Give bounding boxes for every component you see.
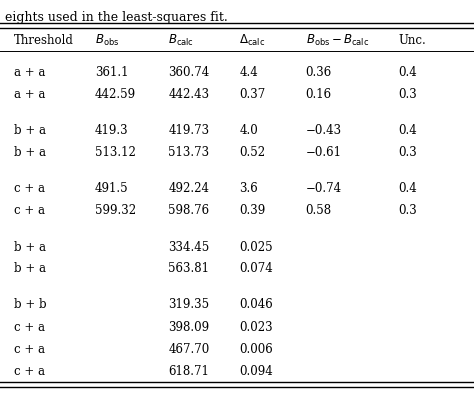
Text: 419.3: 419.3 (95, 124, 128, 137)
Text: 491.5: 491.5 (95, 183, 128, 196)
Text: 0.074: 0.074 (239, 262, 273, 276)
Text: $B_{\mathrm{obs}}$: $B_{\mathrm{obs}}$ (95, 32, 119, 47)
Text: 0.3: 0.3 (398, 204, 417, 217)
Text: 513.73: 513.73 (168, 147, 210, 160)
Text: 492.24: 492.24 (168, 183, 209, 196)
Text: Unc.: Unc. (398, 34, 426, 47)
Text: $\Delta_{\mathrm{calc}}$: $\Delta_{\mathrm{calc}}$ (239, 32, 265, 47)
Text: 0.4: 0.4 (398, 67, 417, 80)
Text: 0.4: 0.4 (398, 183, 417, 196)
Text: 419.73: 419.73 (168, 124, 210, 137)
Text: c + a: c + a (14, 365, 45, 378)
Text: 4.4: 4.4 (239, 67, 258, 80)
Text: 599.32: 599.32 (95, 204, 136, 217)
Text: 618.71: 618.71 (168, 365, 209, 378)
Text: b + a: b + a (14, 262, 46, 276)
Text: 0.023: 0.023 (239, 321, 273, 334)
Text: 334.45: 334.45 (168, 241, 210, 253)
Text: Threshold: Threshold (14, 34, 74, 47)
Text: b + b: b + b (14, 298, 47, 311)
Text: 513.12: 513.12 (95, 147, 136, 160)
Text: 0.37: 0.37 (239, 88, 265, 101)
Text: −0.74: −0.74 (306, 183, 342, 196)
Text: b + a: b + a (14, 124, 46, 137)
Text: 0.3: 0.3 (398, 88, 417, 101)
Text: 563.81: 563.81 (168, 262, 209, 276)
Text: 0.58: 0.58 (306, 204, 332, 217)
Text: 360.74: 360.74 (168, 67, 210, 80)
Text: 0.006: 0.006 (239, 342, 273, 355)
Text: 598.76: 598.76 (168, 204, 210, 217)
Text: 0.36: 0.36 (306, 67, 332, 80)
Text: 0.094: 0.094 (239, 365, 273, 378)
Text: 0.025: 0.025 (239, 241, 273, 253)
Text: b + a: b + a (14, 241, 46, 253)
Text: c + a: c + a (14, 321, 45, 334)
Text: c + a: c + a (14, 342, 45, 355)
Text: a + a: a + a (14, 67, 46, 80)
Text: 442.43: 442.43 (168, 88, 210, 101)
Text: 3.6: 3.6 (239, 183, 258, 196)
Text: 442.59: 442.59 (95, 88, 136, 101)
Text: 4.0: 4.0 (239, 124, 258, 137)
Text: 319.35: 319.35 (168, 298, 210, 311)
Text: 0.16: 0.16 (306, 88, 332, 101)
Text: c + a: c + a (14, 183, 45, 196)
Text: −0.61: −0.61 (306, 147, 342, 160)
Text: 467.70: 467.70 (168, 342, 210, 355)
Text: 361.1: 361.1 (95, 67, 128, 80)
Text: 398.09: 398.09 (168, 321, 210, 334)
Text: $B_{\mathrm{calc}}$: $B_{\mathrm{calc}}$ (168, 32, 194, 47)
Text: 0.52: 0.52 (239, 147, 265, 160)
Text: eights used in the least-squares fit.: eights used in the least-squares fit. (5, 11, 228, 24)
Text: $B_{\mathrm{obs}}-B_{\mathrm{calc}}$: $B_{\mathrm{obs}}-B_{\mathrm{calc}}$ (306, 32, 369, 47)
Text: −0.43: −0.43 (306, 124, 342, 137)
Text: 0.4: 0.4 (398, 124, 417, 137)
Text: 0.046: 0.046 (239, 298, 273, 311)
Text: 0.39: 0.39 (239, 204, 265, 217)
Text: 0.3: 0.3 (398, 147, 417, 160)
Text: c + a: c + a (14, 204, 45, 217)
Text: a + a: a + a (14, 88, 46, 101)
Text: b + a: b + a (14, 147, 46, 160)
